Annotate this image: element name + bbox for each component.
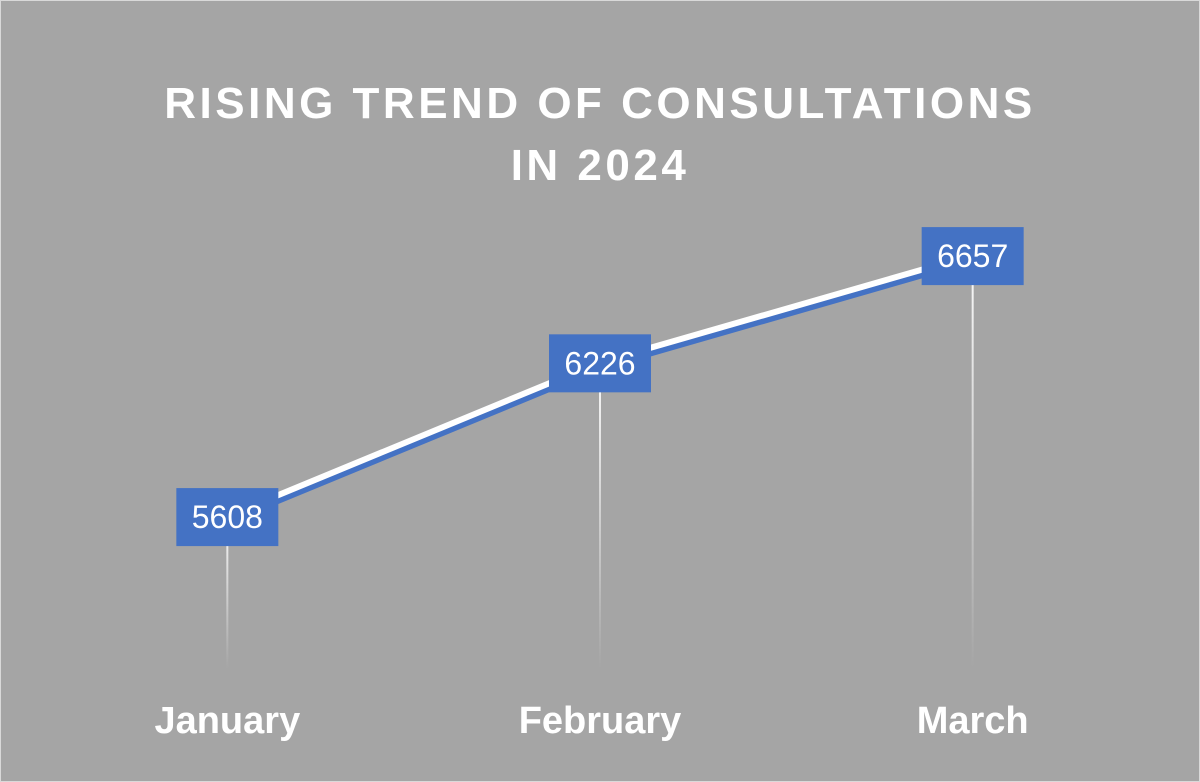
category-label-january: January	[154, 700, 300, 742]
drop-line-february	[599, 363, 601, 669]
series-line-highlight	[224, 359, 603, 520]
data-label-march: 6657	[921, 227, 1024, 286]
data-label-box	[921, 227, 1024, 286]
chart-title: RISING TREND OF CONSULTATIONS IN 2024	[164, 79, 1036, 190]
data-label-february: 6226	[549, 334, 651, 393]
drop-line-january	[226, 517, 229, 669]
data-label-value: 6657	[937, 238, 1008, 274]
data-label-january: 5608	[176, 488, 279, 547]
data-label-value: 5608	[192, 499, 263, 535]
category-label-february: February	[519, 700, 682, 742]
drop-line-march	[971, 256, 974, 669]
data-label-box	[176, 488, 279, 547]
category-label-march: March	[917, 700, 1029, 742]
data-label-box	[549, 334, 651, 393]
data-label-value: 6226	[564, 345, 635, 381]
series-line-highlight	[597, 252, 976, 366]
